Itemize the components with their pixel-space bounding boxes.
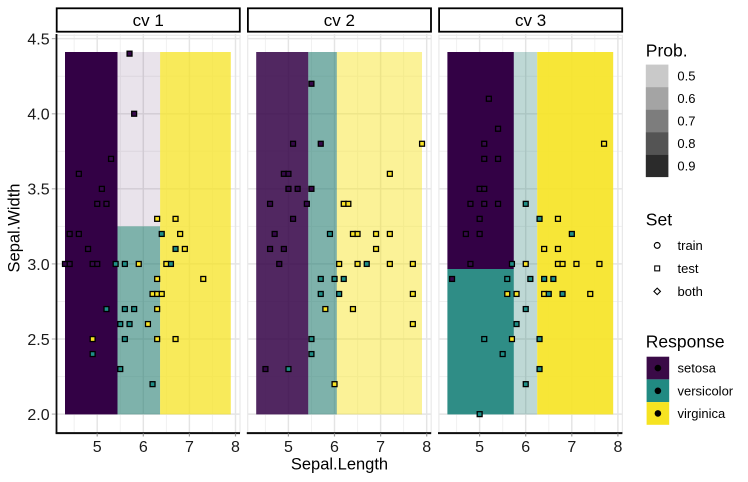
svg-text:0.6: 0.6: [677, 91, 695, 106]
svg-text:5: 5: [284, 439, 293, 456]
svg-text:cv 2: cv 2: [324, 11, 355, 30]
svg-text:0.7: 0.7: [677, 114, 695, 129]
svg-text:Sepal.Width: Sepal.Width: [6, 184, 24, 273]
svg-text:5: 5: [475, 439, 484, 456]
svg-text:5: 5: [93, 439, 102, 456]
svg-text:6: 6: [139, 439, 148, 456]
svg-text:3.5: 3.5: [27, 182, 49, 199]
svg-text:6: 6: [521, 439, 530, 456]
svg-text:Set: Set: [646, 209, 672, 229]
svg-text:3.0: 3.0: [27, 257, 49, 274]
svg-text:0.8: 0.8: [677, 136, 695, 151]
svg-text:8: 8: [231, 439, 240, 456]
svg-text:setosa: setosa: [678, 361, 717, 376]
svg-text:versicolor: versicolor: [678, 383, 734, 398]
svg-text:Sepal.Length: Sepal.Length: [291, 456, 388, 474]
svg-text:0.5: 0.5: [677, 69, 695, 84]
svg-text:train: train: [678, 238, 703, 253]
svg-text:Response: Response: [646, 332, 725, 352]
svg-text:8: 8: [422, 439, 431, 456]
svg-text:7: 7: [185, 439, 194, 456]
svg-text:virginica: virginica: [678, 406, 726, 421]
svg-text:8: 8: [613, 439, 622, 456]
svg-text:0.9: 0.9: [677, 159, 695, 174]
svg-text:cv 1: cv 1: [133, 11, 164, 30]
svg-text:test: test: [678, 261, 699, 276]
svg-text:6: 6: [330, 439, 339, 456]
svg-text:cv 3: cv 3: [515, 11, 546, 30]
svg-text:7: 7: [567, 439, 576, 456]
svg-text:Prob.: Prob.: [646, 40, 688, 60]
svg-text:7: 7: [376, 439, 385, 456]
svg-text:4.5: 4.5: [27, 31, 49, 48]
svg-text:both: both: [678, 284, 703, 299]
svg-text:2.0: 2.0: [27, 407, 49, 424]
svg-text:2.5: 2.5: [27, 332, 49, 349]
svg-text:4.0: 4.0: [27, 107, 49, 124]
